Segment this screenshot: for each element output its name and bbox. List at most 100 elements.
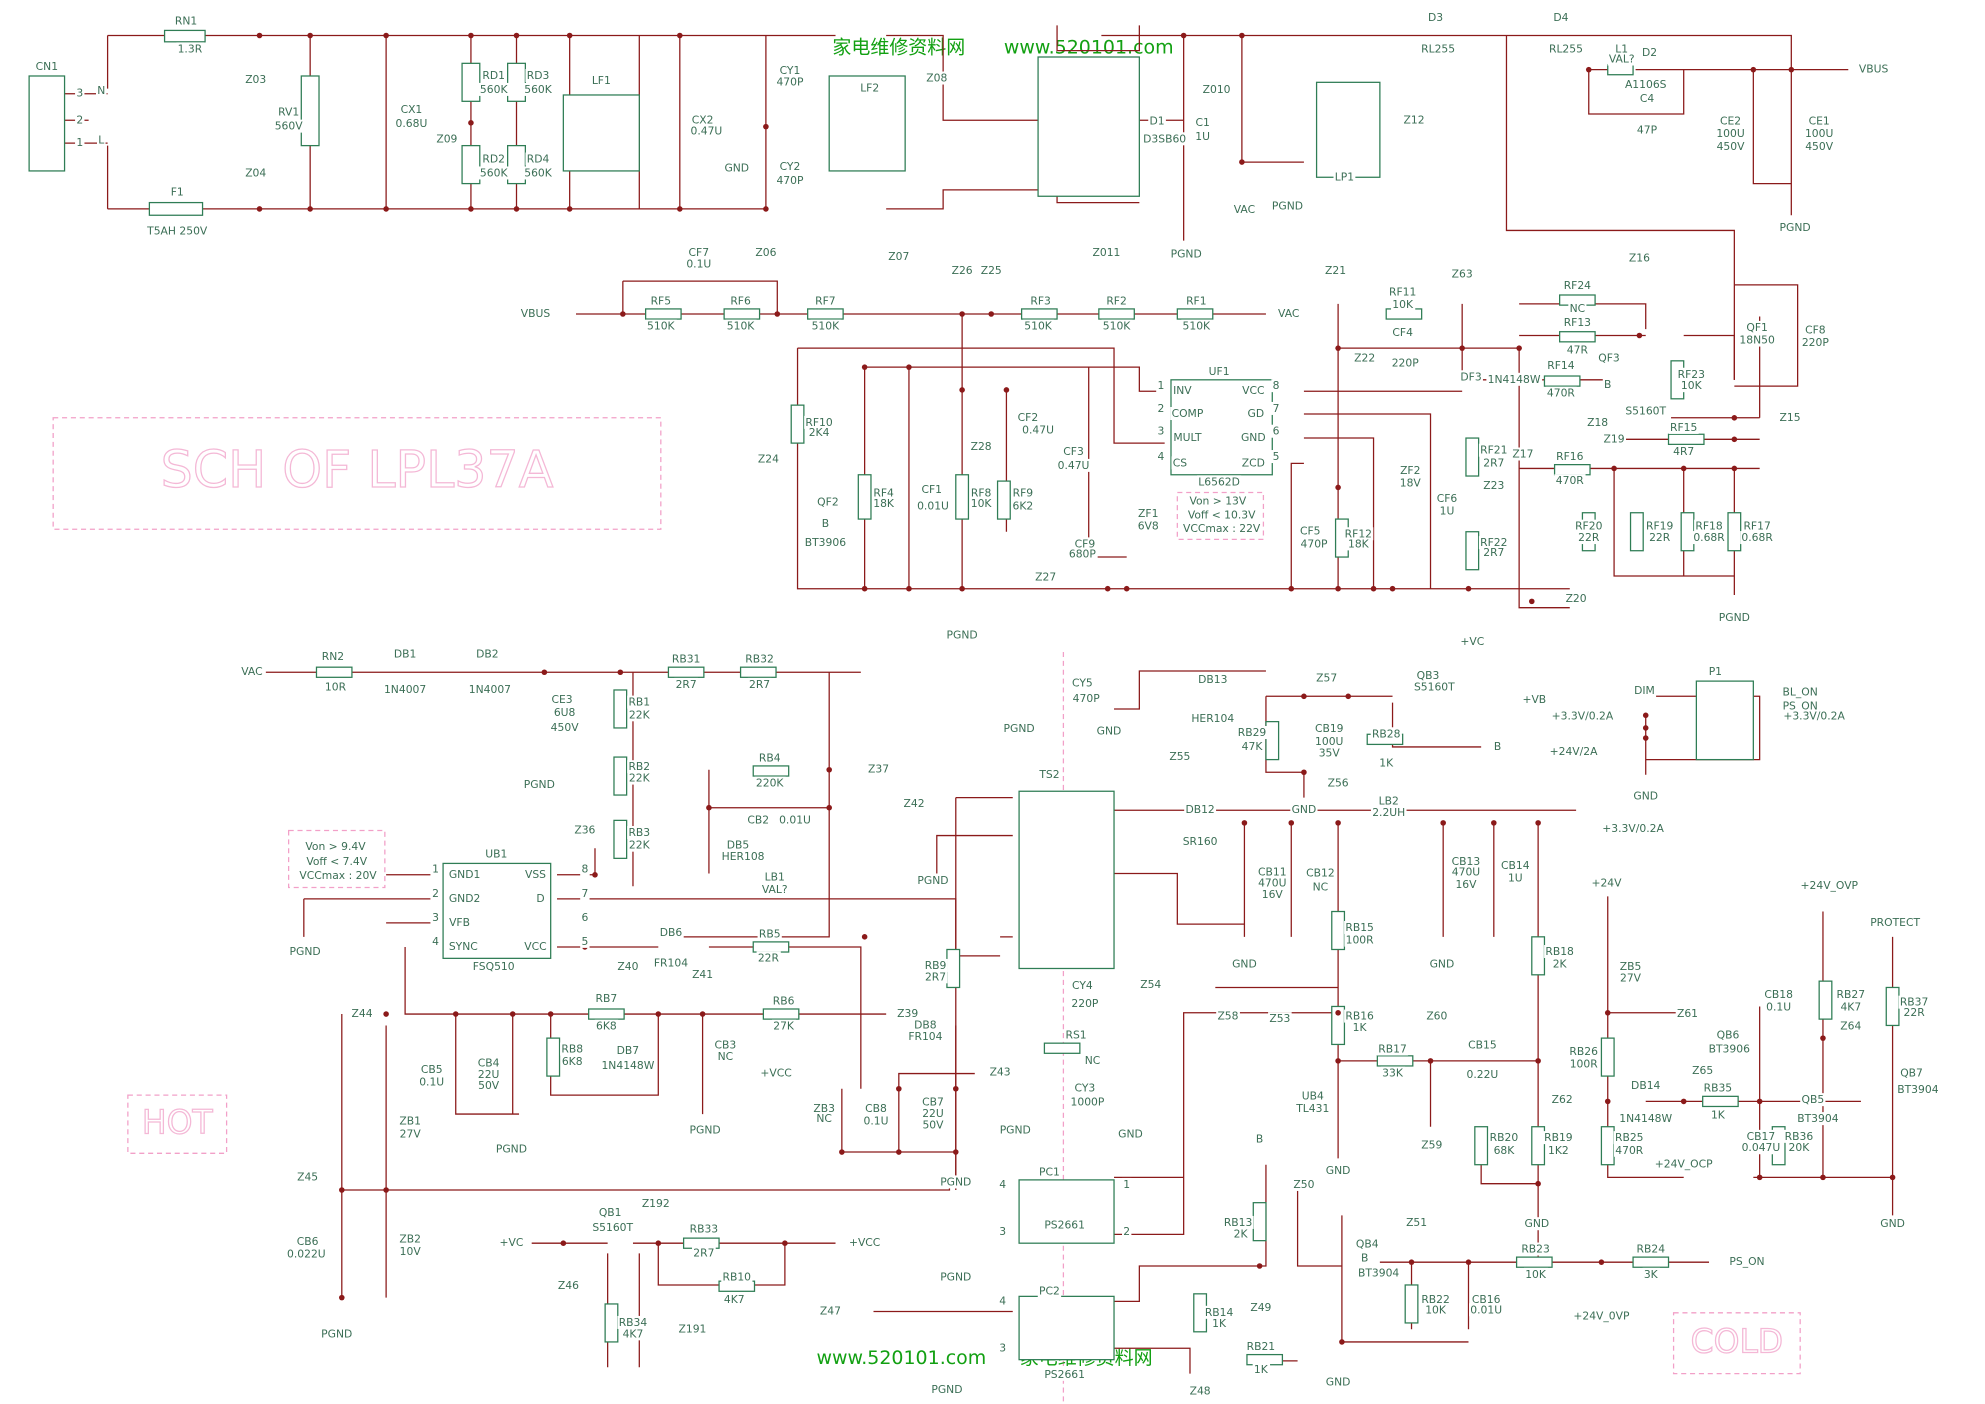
label-background	[144, 224, 210, 238]
label: CF3	[1063, 445, 1084, 458]
label: 0.1U	[419, 1075, 444, 1088]
label: PGND	[1004, 722, 1035, 735]
junction	[1335, 820, 1341, 826]
label: RD3	[527, 69, 550, 82]
component	[1404, 1284, 1419, 1324]
label: 22K	[629, 708, 651, 721]
label-background	[1550, 709, 1616, 723]
label-background	[1585, 415, 1610, 429]
label: Z53	[1269, 1012, 1290, 1025]
junction	[256, 206, 263, 212]
label-background	[1562, 279, 1593, 293]
wire	[341, 1014, 951, 1298]
component	[613, 689, 628, 729]
label-background	[1545, 358, 1576, 372]
label: CB3	[715, 1039, 737, 1052]
label: RB16	[1345, 1010, 1374, 1023]
component	[955, 474, 970, 520]
label: Z21	[1325, 264, 1346, 277]
label: +VC	[1460, 635, 1484, 648]
label-background	[1276, 306, 1301, 320]
component	[1252, 1202, 1267, 1242]
label-background	[447, 915, 472, 929]
label-background	[1425, 1009, 1449, 1023]
label-background	[775, 174, 806, 188]
component	[752, 765, 790, 777]
label: 470P	[1073, 692, 1101, 705]
label: S5160T	[1414, 680, 1455, 693]
label: FR104	[654, 956, 688, 969]
label: RF5	[651, 294, 671, 307]
label: 510K	[647, 320, 676, 333]
label-background	[1653, 1157, 1715, 1171]
junction	[861, 364, 868, 370]
label: RF14	[1547, 359, 1574, 372]
junction	[1642, 725, 1649, 731]
junction	[959, 311, 965, 317]
label: 6	[1273, 425, 1280, 438]
label: 2K4	[809, 426, 830, 439]
label: 0.047U	[1742, 1141, 1781, 1154]
label: RB35	[1704, 1082, 1733, 1095]
junction	[566, 32, 573, 39]
junction	[1339, 1339, 1345, 1345]
junction	[339, 1187, 345, 1193]
component	[790, 404, 805, 444]
label: B	[822, 517, 829, 530]
label-background	[1064, 1028, 1088, 1042]
junction	[763, 206, 769, 212]
label: 6K2	[1013, 499, 1034, 512]
label: Von > 9.4V	[305, 840, 366, 853]
label-background	[398, 1114, 423, 1128]
label: Z24	[758, 453, 779, 466]
label-background	[1377, 756, 1396, 770]
label-background	[1565, 343, 1590, 357]
label: CE3	[552, 693, 573, 706]
label: RB3	[628, 826, 650, 839]
label-background	[1270, 199, 1305, 213]
label-background	[392, 647, 418, 661]
label-background	[617, 1315, 649, 1329]
label: GND	[1880, 1217, 1905, 1230]
junction	[1642, 735, 1649, 741]
label: ZB5	[1620, 960, 1642, 973]
label-background	[775, 75, 806, 89]
label: Z50	[1293, 1178, 1314, 1191]
label: TS2	[1038, 768, 1059, 781]
label: 18V	[1400, 477, 1422, 490]
label-background	[1043, 1218, 1087, 1232]
label-background	[763, 870, 787, 884]
label-background	[969, 439, 994, 453]
label-background	[580, 862, 590, 876]
label-background	[1043, 1367, 1087, 1381]
label: RB21	[1247, 1340, 1276, 1353]
label: CF4	[1392, 326, 1413, 339]
note-box	[1176, 491, 1265, 540]
junction	[826, 766, 832, 773]
label: Z36	[574, 823, 595, 836]
watermark: 家电维修资料网	[832, 37, 965, 59]
label-background	[1356, 1266, 1401, 1280]
label-background	[627, 695, 652, 709]
label: 10R	[325, 680, 347, 693]
label: L	[98, 134, 104, 147]
component	[644, 308, 682, 320]
label-background	[398, 1127, 423, 1141]
label-background	[1190, 712, 1236, 726]
label: Z15	[1780, 411, 1801, 424]
label-background	[600, 1058, 656, 1072]
label-background	[1188, 494, 1249, 508]
label-background	[1568, 1045, 1600, 1059]
label: PGND	[931, 1383, 962, 1396]
label-background	[1037, 1284, 1062, 1298]
junction	[468, 206, 474, 212]
label-background	[1568, 1057, 1600, 1071]
label: VAC	[1234, 203, 1255, 216]
label: Z39	[897, 1007, 918, 1020]
label: 450V	[1717, 140, 1746, 153]
label-background	[1547, 42, 1585, 56]
label-background	[1188, 1384, 1213, 1398]
label: RB8	[561, 1043, 583, 1056]
label: GND1	[449, 868, 481, 881]
wire	[1607, 896, 1894, 1216]
